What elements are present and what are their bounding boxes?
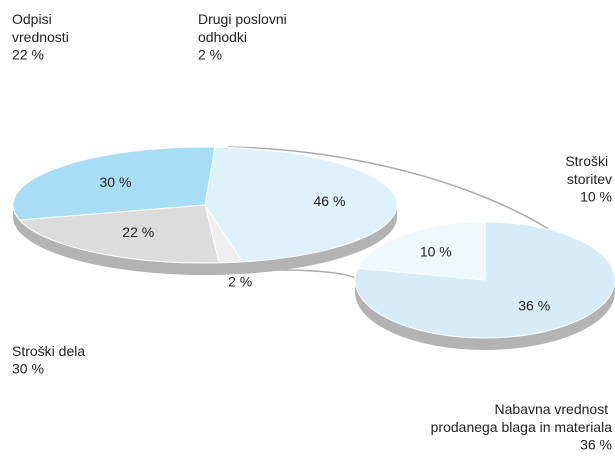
- label-line: Odpisi: [12, 11, 56, 27]
- label-line: storitev: [567, 171, 612, 187]
- label-line: Stroški: [565, 153, 612, 169]
- category-label: Odpisi vrednosti: [12, 11, 69, 45]
- slice-label: 2 %: [228, 273, 252, 289]
- pie-slice: [204, 146, 398, 263]
- category-label: Drugi poslovni odhodki: [198, 11, 291, 45]
- label-line: Nabavna vrednost: [494, 401, 612, 417]
- category-value: 22 %: [12, 47, 44, 63]
- category-label: Stroški storitev: [565, 153, 612, 187]
- pie-slice: [12, 146, 216, 221]
- slice-label: 36 %: [518, 298, 550, 314]
- label-line: prodanega blaga in materiala: [431, 419, 613, 435]
- slice-label: 10 %: [420, 244, 452, 260]
- category-value: 10 %: [580, 189, 612, 205]
- category-value: 30 %: [12, 361, 44, 377]
- slice-label: 22 %: [122, 224, 154, 240]
- slice-label: 30 %: [100, 174, 132, 190]
- label-line: Drugi poslovni: [198, 11, 291, 27]
- category-value: 36 %: [580, 437, 612, 453]
- label-line: Stroški dela: [12, 343, 85, 359]
- pie-slice: [356, 221, 486, 281]
- pie-slice: [18, 204, 220, 264]
- category-label: Nabavna vrednost prodanega blaga in mate…: [431, 401, 613, 435]
- label-line: vrednosti: [12, 29, 69, 45]
- slice-label: 46 %: [314, 193, 346, 209]
- pie-slice: [354, 221, 615, 339]
- label-line: odhodki: [198, 29, 247, 45]
- category-label: Stroški dela: [12, 343, 85, 359]
- category-value: 2 %: [198, 47, 222, 63]
